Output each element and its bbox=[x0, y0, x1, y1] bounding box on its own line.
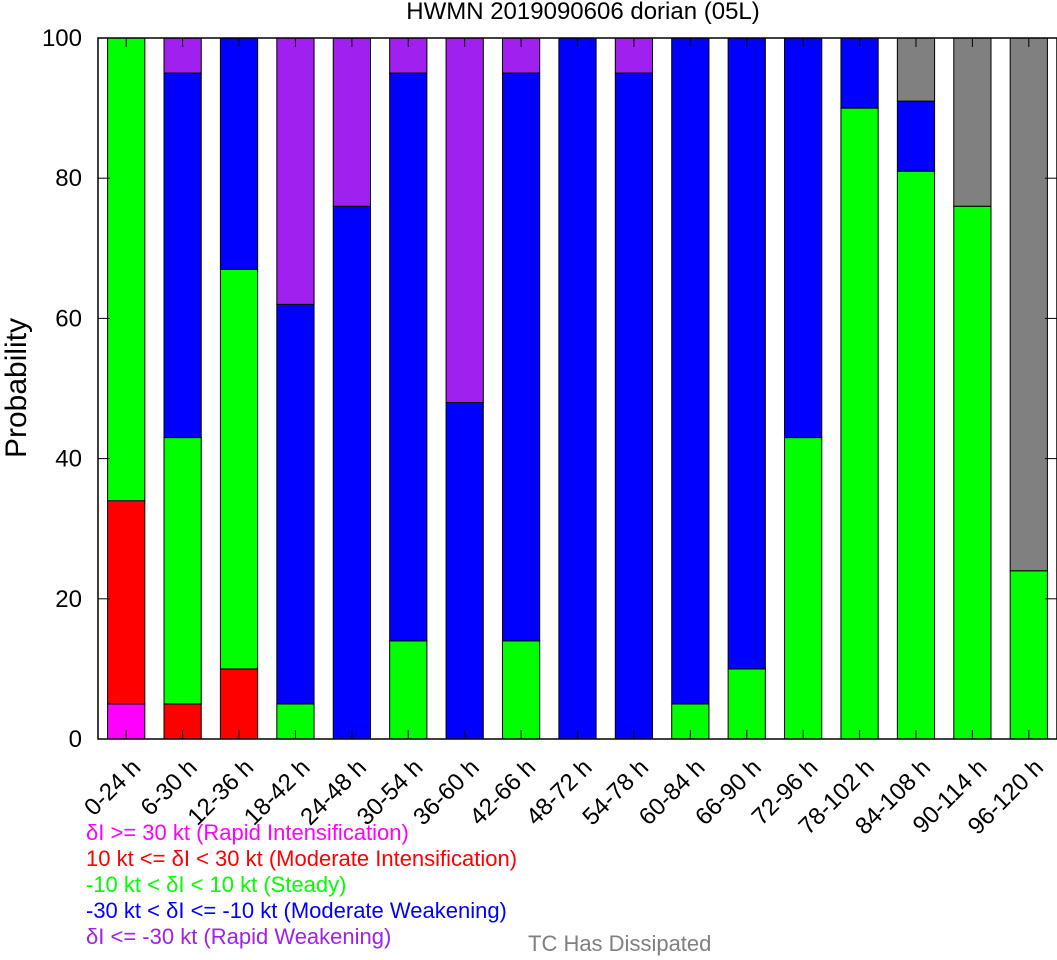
bar-segment-30-54h-s4 bbox=[389, 37, 428, 74]
y-tick-label: 20 bbox=[55, 586, 82, 613]
legend-item-moderate-intensification: 10 kt <= δI < 30 kt (Moderate Intensific… bbox=[86, 846, 518, 871]
bar-segment-78-102h-s3 bbox=[840, 37, 879, 109]
bar-segment-84-108h-s5 bbox=[896, 37, 936, 102]
bar-segment-42-66h-s3 bbox=[501, 72, 541, 642]
bar-segment-30-54h-s3 bbox=[389, 72, 428, 642]
bar-segment-36-60h-s3 bbox=[445, 402, 484, 740]
bar-segment-24-48h-s4 bbox=[332, 37, 371, 207]
bars-layer bbox=[107, 37, 1048, 740]
bar-segment-90-114h-s2 bbox=[953, 205, 992, 740]
y-tick-label: 40 bbox=[55, 446, 82, 473]
bar-segment-60-84h-s3 bbox=[671, 37, 710, 705]
bar-segment-6-30h-s2 bbox=[163, 437, 202, 705]
y-tick-label: 80 bbox=[55, 165, 82, 192]
bar-segment-96-120h-s5 bbox=[1009, 37, 1048, 572]
y-axis-label: Probability bbox=[0, 318, 33, 458]
bar-segment-54-78h-s3 bbox=[614, 72, 654, 740]
plot-frame bbox=[97, 37, 1057, 740]
bar-segment-42-66h-s2 bbox=[501, 640, 541, 740]
legend-item-rapid-weakening: δI <= -30 kt (Rapid Weakening) bbox=[86, 924, 392, 949]
bar-segment-84-108h-s2 bbox=[896, 170, 936, 740]
bar-segment-12-36h-s3 bbox=[219, 37, 259, 270]
y-tick-label: 60 bbox=[55, 305, 82, 332]
legend: δI >= 30 kt (Rapid Intensification) 10 k… bbox=[86, 820, 517, 950]
bar-segment-12-36h-s2 bbox=[219, 268, 259, 670]
legend-item-tc-dissipated: TC Has Dissipated bbox=[528, 931, 712, 956]
bar-segment-0-24h-s2 bbox=[107, 37, 146, 502]
legend-item-steady: -10 kt < δI < 10 kt (Steady) bbox=[86, 872, 347, 897]
chart-title: HWMN 2019090606 dorian (05L) bbox=[406, 0, 760, 25]
bar-segment-24-48h-s3 bbox=[332, 205, 371, 740]
y-tick-label: 0 bbox=[69, 726, 82, 753]
bar-segment-6-30h-s3 bbox=[163, 72, 202, 439]
bar-segment-36-60h-s4 bbox=[445, 37, 484, 404]
bar-segment-84-108h-s3 bbox=[896, 100, 936, 172]
bar-segment-30-54h-s2 bbox=[389, 640, 428, 740]
y-tick-label: 100 bbox=[42, 25, 82, 52]
bar-segment-12-36h-s1 bbox=[219, 668, 259, 740]
bar-segment-18-42h-s3 bbox=[276, 303, 315, 705]
bar-segment-66-90h-s2 bbox=[727, 668, 766, 740]
bar-segment-0-24h-s1 bbox=[107, 500, 146, 705]
legend-item-moderate-weakening: -30 kt < δI <= -10 kt (Moderate Weakenin… bbox=[86, 898, 507, 923]
bar-segment-48-72h-s3 bbox=[558, 37, 597, 740]
bar-segment-96-120h-s2 bbox=[1009, 570, 1048, 740]
bar-segment-66-90h-s3 bbox=[727, 37, 766, 670]
bar-segment-18-42h-s4 bbox=[276, 37, 315, 305]
x-tick-label: 0-24 h bbox=[79, 754, 146, 821]
legend-item-rapid-intensification: δI >= 30 kt (Rapid Intensification) bbox=[86, 820, 409, 845]
bar-segment-72-96h-s3 bbox=[784, 37, 823, 439]
bar-segment-72-96h-s2 bbox=[784, 437, 823, 740]
bar-segment-78-102h-s2 bbox=[840, 107, 879, 740]
bar-segment-90-114h-s5 bbox=[953, 37, 992, 207]
